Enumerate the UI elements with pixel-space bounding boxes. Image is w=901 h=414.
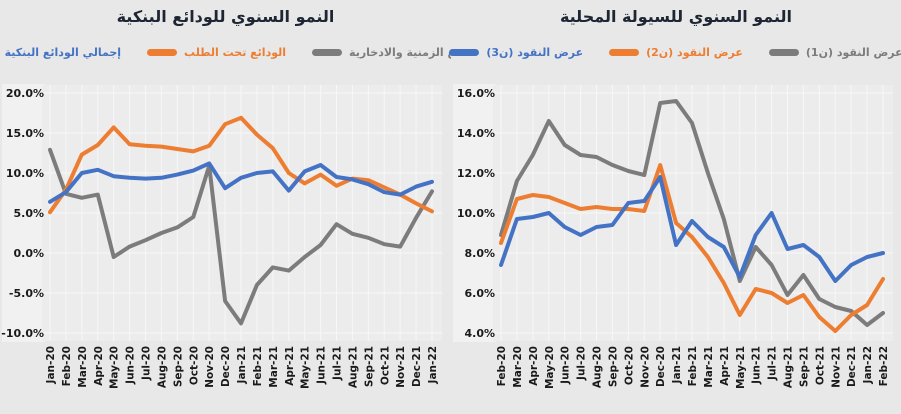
- legend-item-total-deposits: إجمالي الودائع البنكية: [0, 46, 121, 59]
- svg-text:Apr-21: Apr-21: [719, 346, 731, 386]
- svg-text:-5.0%: -5.0%: [9, 287, 44, 300]
- svg-text:Mar-21: Mar-21: [703, 346, 715, 388]
- svg-text:Jul-20: Jul-20: [576, 346, 588, 381]
- money-supply-legend: عرض النقود (ن3) عرض النقود (ن2) عرض النق…: [449, 46, 901, 59]
- legend-item-m2: عرض النقود (ن2): [609, 46, 743, 59]
- legend-label-demand-deposits: الودائع تحت الطلب: [184, 46, 287, 59]
- svg-text:Dec-20: Dec-20: [655, 346, 667, 387]
- bank-deposits-line-chart-svg: 20.0% 15.0% 10.0% 5.0% 0.0% -5.0% -10.0%Jan-20…: [1, 84, 442, 389]
- svg-text:Apr-20: Apr-20: [528, 346, 540, 386]
- legend-item-m1: عرض النقود (ن1): [768, 46, 901, 59]
- svg-text:Dec-21: Dec-21: [846, 346, 858, 387]
- legend-label-m2: عرض النقود (ن2): [646, 46, 743, 59]
- svg-text:20.0%: 20.0%: [6, 87, 44, 100]
- svg-text:14.0%: 14.0%: [457, 127, 495, 140]
- svg-text:Nov-21: Nov-21: [830, 346, 842, 388]
- legend-label-m1: عرض النقود (ن1): [805, 46, 901, 59]
- svg-text:Aug-20: Aug-20: [156, 346, 168, 388]
- svg-text:Nov-21: Nov-21: [395, 346, 407, 388]
- svg-text:Oct-20: Oct-20: [623, 346, 635, 385]
- svg-text:Sep-21: Sep-21: [363, 346, 375, 387]
- svg-text:Oct-21: Oct-21: [814, 346, 826, 385]
- svg-text:Jan-21: Jan-21: [671, 346, 683, 384]
- svg-text:Feb-20: Feb-20: [61, 346, 73, 386]
- svg-text:Feb-20: Feb-20: [496, 346, 508, 386]
- svg-text:10.0%: 10.0%: [6, 167, 44, 180]
- svg-text:May-21: May-21: [300, 346, 312, 389]
- orange-series-dash-icon: [609, 49, 640, 56]
- svg-text:Aug-21: Aug-21: [783, 346, 795, 388]
- svg-text:Jan-20: Jan-20: [45, 346, 57, 384]
- svg-text:Mar-21: Mar-21: [268, 346, 280, 388]
- svg-text:-10.0%: -10.0%: [1, 327, 44, 340]
- svg-text:Jul-21: Jul-21: [767, 346, 779, 381]
- svg-text:Sep-21: Sep-21: [798, 346, 810, 387]
- svg-text:12.0%: 12.0%: [457, 167, 495, 180]
- svg-text:Jul-21: Jul-21: [332, 346, 344, 381]
- svg-text:Apr-21: Apr-21: [284, 346, 296, 386]
- svg-text:Mar-20: Mar-20: [512, 346, 524, 388]
- svg-text:16.0%: 16.0%: [457, 87, 495, 100]
- money-supply-chart-panel: 16.0% 14.0% 12.0% 10.0% 8.0% 6.0% 4.0% Feb-20 Ma…: [449, 0, 901, 414]
- svg-text:Dec-20: Dec-20: [220, 346, 232, 387]
- bank-deposits-chart-title: النمو السنوي للودائع البنكية: [116, 7, 335, 26]
- bank-deposits-legend: إجمالي الودائع البنكية الودائع تحت الطلب…: [0, 46, 484, 59]
- money-supply-chart-title: النمو السنوي للسيولة المحلية: [559, 7, 793, 26]
- svg-text:May-20: May-20: [109, 346, 121, 389]
- svg-text:Dec-21: Dec-21: [411, 346, 423, 387]
- svg-text:Oct-20: Oct-20: [188, 346, 200, 385]
- orange-series-dash-icon: [147, 49, 178, 56]
- svg-text:Nov-20: Nov-20: [639, 346, 651, 388]
- svg-text:10.0%: 10.0%: [457, 207, 495, 220]
- legend-item-m3: عرض النقود (ن3): [449, 46, 583, 59]
- svg-text:8.0%: 8.0%: [464, 247, 495, 260]
- svg-text:6.0%: 6.0%: [464, 287, 495, 300]
- svg-text:Jun-20: Jun-20: [125, 346, 137, 385]
- svg-text:5.0%: 5.0%: [13, 207, 44, 220]
- svg-text:Nov-20: Nov-20: [204, 346, 216, 388]
- svg-text:May-20: May-20: [544, 346, 556, 389]
- svg-text:15.0%: 15.0%: [6, 127, 44, 140]
- svg-text:Aug-21: Aug-21: [347, 346, 359, 388]
- svg-text:4.0%: 4.0%: [464, 327, 495, 340]
- svg-text:Apr-20: Apr-20: [93, 346, 105, 386]
- svg-text:Jan-22: Jan-22: [862, 346, 874, 384]
- svg-text:Jun-21: Jun-21: [751, 346, 763, 385]
- svg-text:Jun-20: Jun-20: [560, 346, 572, 385]
- svg-text:May-21: May-21: [735, 346, 747, 389]
- money-supply-line-chart-svg: 16.0% 14.0% 12.0% 10.0% 8.0% 6.0% 4.0%Feb-20 Ma…: [453, 84, 893, 389]
- svg-text:Mar-20: Mar-20: [77, 346, 89, 388]
- blue-series-dash-icon: [449, 49, 480, 56]
- svg-text:Jan-22: Jan-22: [427, 346, 439, 384]
- legend-label-m3: عرض النقود (ن3): [486, 46, 584, 59]
- svg-text:Jan-21: Jan-21: [236, 346, 248, 384]
- svg-text:Jun-21: Jun-21: [316, 346, 328, 385]
- svg-text:Aug-20: Aug-20: [592, 346, 604, 388]
- svg-text:Feb-21: Feb-21: [252, 346, 264, 386]
- legend-label-total-deposits: إجمالي الودائع البنكية: [4, 46, 122, 59]
- svg-text:Jul-20: Jul-20: [141, 346, 153, 381]
- svg-text:Sep-20: Sep-20: [607, 346, 619, 387]
- gray-series-dash-icon: [312, 49, 343, 56]
- svg-text:Feb-21: Feb-21: [687, 346, 699, 386]
- svg-text:Oct-21: Oct-21: [379, 346, 391, 385]
- bank-deposits-chart-panel: 20.0% 15.0% 10.0% 5.0% 0.0% -5.0% -10.0% Jan-20…: [0, 7, 484, 390]
- gray-series-dash-icon: [768, 49, 799, 56]
- svg-text:Sep-20: Sep-20: [172, 346, 184, 387]
- svg-text:Feb-22: Feb-22: [878, 346, 890, 386]
- svg-text:0.0%: 0.0%: [13, 247, 44, 260]
- legend-item-demand-deposits: الودائع تحت الطلب: [147, 46, 286, 59]
